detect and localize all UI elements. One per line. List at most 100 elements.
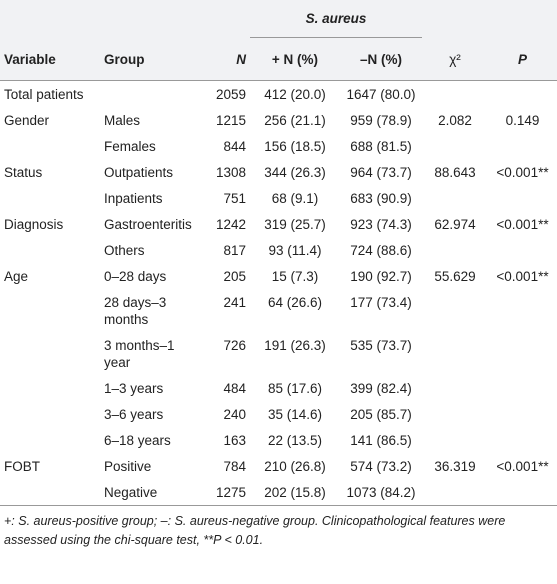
- cell: <0.001**: [496, 217, 549, 232]
- cell: [0, 427, 100, 453]
- cell: 1647 (80.0): [346, 87, 416, 102]
- header-group: S. aureus: [250, 0, 422, 38]
- table-row: Diagnosis Gastroenteritis 1242 319 (25.7) 92…: [0, 211, 557, 237]
- table-row: Females 844 156 (18.5) 688 (81.5): [0, 133, 557, 159]
- cell: [422, 185, 488, 211]
- cell: Females: [104, 139, 156, 154]
- cell: [488, 81, 557, 108]
- cell: [0, 479, 100, 506]
- cell: Negative: [104, 485, 158, 500]
- footnote: +: S. aureus-positive group; –: S. aureu…: [4, 514, 506, 547]
- cell: 923 (74.3): [350, 217, 412, 232]
- cell: [422, 237, 488, 263]
- cell: Inpatients: [104, 191, 163, 206]
- cell: 141 (86.5): [350, 433, 412, 448]
- cell: [0, 185, 100, 211]
- cell: Diagnosis: [4, 217, 64, 232]
- cell: Positive: [104, 459, 152, 474]
- cell: 64 (26.6): [267, 295, 323, 310]
- cell: [0, 401, 100, 427]
- cell: 1308: [215, 165, 246, 180]
- cell: 3 months–1 year: [104, 338, 175, 370]
- header-cell: Group: [104, 51, 145, 67]
- cell: 1215: [215, 113, 246, 128]
- cell: 1242: [215, 217, 246, 232]
- cell: [0, 133, 100, 159]
- cell: 3–6 years: [104, 407, 164, 422]
- cell: [0, 289, 100, 332]
- cell: 241: [223, 295, 246, 310]
- header-cell: Variable: [4, 51, 56, 67]
- cell: 22 (13.5): [267, 433, 323, 448]
- cell: 784: [223, 459, 246, 474]
- cell: 210 (26.8): [264, 459, 326, 474]
- cell: [488, 479, 557, 506]
- cell: 256 (21.1): [264, 113, 326, 128]
- table-row: Inpatients 751 68 (9.1) 683 (90.9): [0, 185, 557, 211]
- cell: 844: [223, 139, 246, 154]
- cell: 156 (18.5): [264, 139, 326, 154]
- cell: 683 (90.9): [350, 191, 412, 206]
- cell: [488, 289, 557, 332]
- cell: 1–3 years: [104, 381, 164, 396]
- cell: 751: [223, 191, 246, 206]
- cell: 688 (81.5): [350, 139, 412, 154]
- cell: 1275: [215, 485, 246, 500]
- cell: [488, 401, 557, 427]
- cell: Age: [4, 269, 29, 284]
- cell: 319 (25.7): [264, 217, 326, 232]
- cell: <0.001**: [496, 459, 549, 474]
- cell: [422, 375, 488, 401]
- cell: Total patients: [4, 87, 84, 102]
- cell: Status: [4, 165, 43, 180]
- cell: [422, 133, 488, 159]
- cell: 574 (73.2): [350, 459, 412, 474]
- table-row: Total patients 2059 412 (20.0) 1647 (80.0): [0, 81, 557, 108]
- cell: 15 (7.3): [271, 269, 319, 284]
- cell: FOBT: [4, 459, 40, 474]
- table-row: Negative 1275 202 (15.8) 1073 (84.2): [0, 479, 557, 506]
- cell: 35 (14.6): [267, 407, 323, 422]
- cell: [0, 375, 100, 401]
- cell: [422, 332, 488, 375]
- cell: Outpatients: [104, 165, 174, 180]
- cell: 726: [223, 338, 246, 353]
- cell: 240: [223, 407, 246, 422]
- cell: [488, 185, 557, 211]
- cell: 68 (9.1): [271, 191, 319, 206]
- cell: Gender: [4, 113, 50, 128]
- cell: Males: [104, 113, 141, 128]
- cell: <0.001**: [496, 165, 549, 180]
- cell: [0, 237, 100, 263]
- table-row: 3 months–1 year 726 191 (26.3) 535 (73.7): [0, 332, 557, 375]
- table-row: Gender Males 1215 256 (21.1) 959 (78.9) 2.082…: [0, 107, 557, 133]
- cell: 205 (85.7): [350, 407, 412, 422]
- cell: Others: [104, 243, 145, 258]
- cell: 412 (20.0): [264, 87, 326, 102]
- cell: 36.319: [434, 459, 476, 474]
- table-row: Status Outpatients 1308 344 (26.3) 964 (73.7…: [0, 159, 557, 185]
- cell: 205: [223, 269, 246, 284]
- cell: Gastroenteritis: [104, 217, 192, 232]
- cell: 817: [223, 243, 246, 258]
- cell: [488, 133, 557, 159]
- cell: 959 (78.9): [350, 113, 412, 128]
- data-table: Variable Group N S. aureus χ² P + N (%) …: [0, 0, 557, 506]
- cell: [422, 427, 488, 453]
- cell: 1073 (84.2): [346, 485, 416, 500]
- cell: 2059: [215, 87, 246, 102]
- cell: [422, 401, 488, 427]
- table-row: 1–3 years 484 85 (17.6) 399 (82.4): [0, 375, 557, 401]
- cell: [422, 479, 488, 506]
- header-cell: χ²: [449, 51, 461, 67]
- table-row: 3–6 years 240 35 (14.6) 205 (85.7): [0, 401, 557, 427]
- table-header: Variable Group N S. aureus χ² P + N (%) …: [0, 0, 557, 81]
- cell: 177 (73.4): [350, 295, 412, 310]
- cell: 484: [223, 381, 246, 396]
- cell: 55.629: [434, 269, 476, 284]
- cell: 93 (11.4): [268, 243, 322, 258]
- cell: [422, 289, 488, 332]
- header-cell: P: [517, 51, 527, 67]
- table-body: Total patients 2059 412 (20.0) 1647 (80.0) G…: [0, 81, 557, 506]
